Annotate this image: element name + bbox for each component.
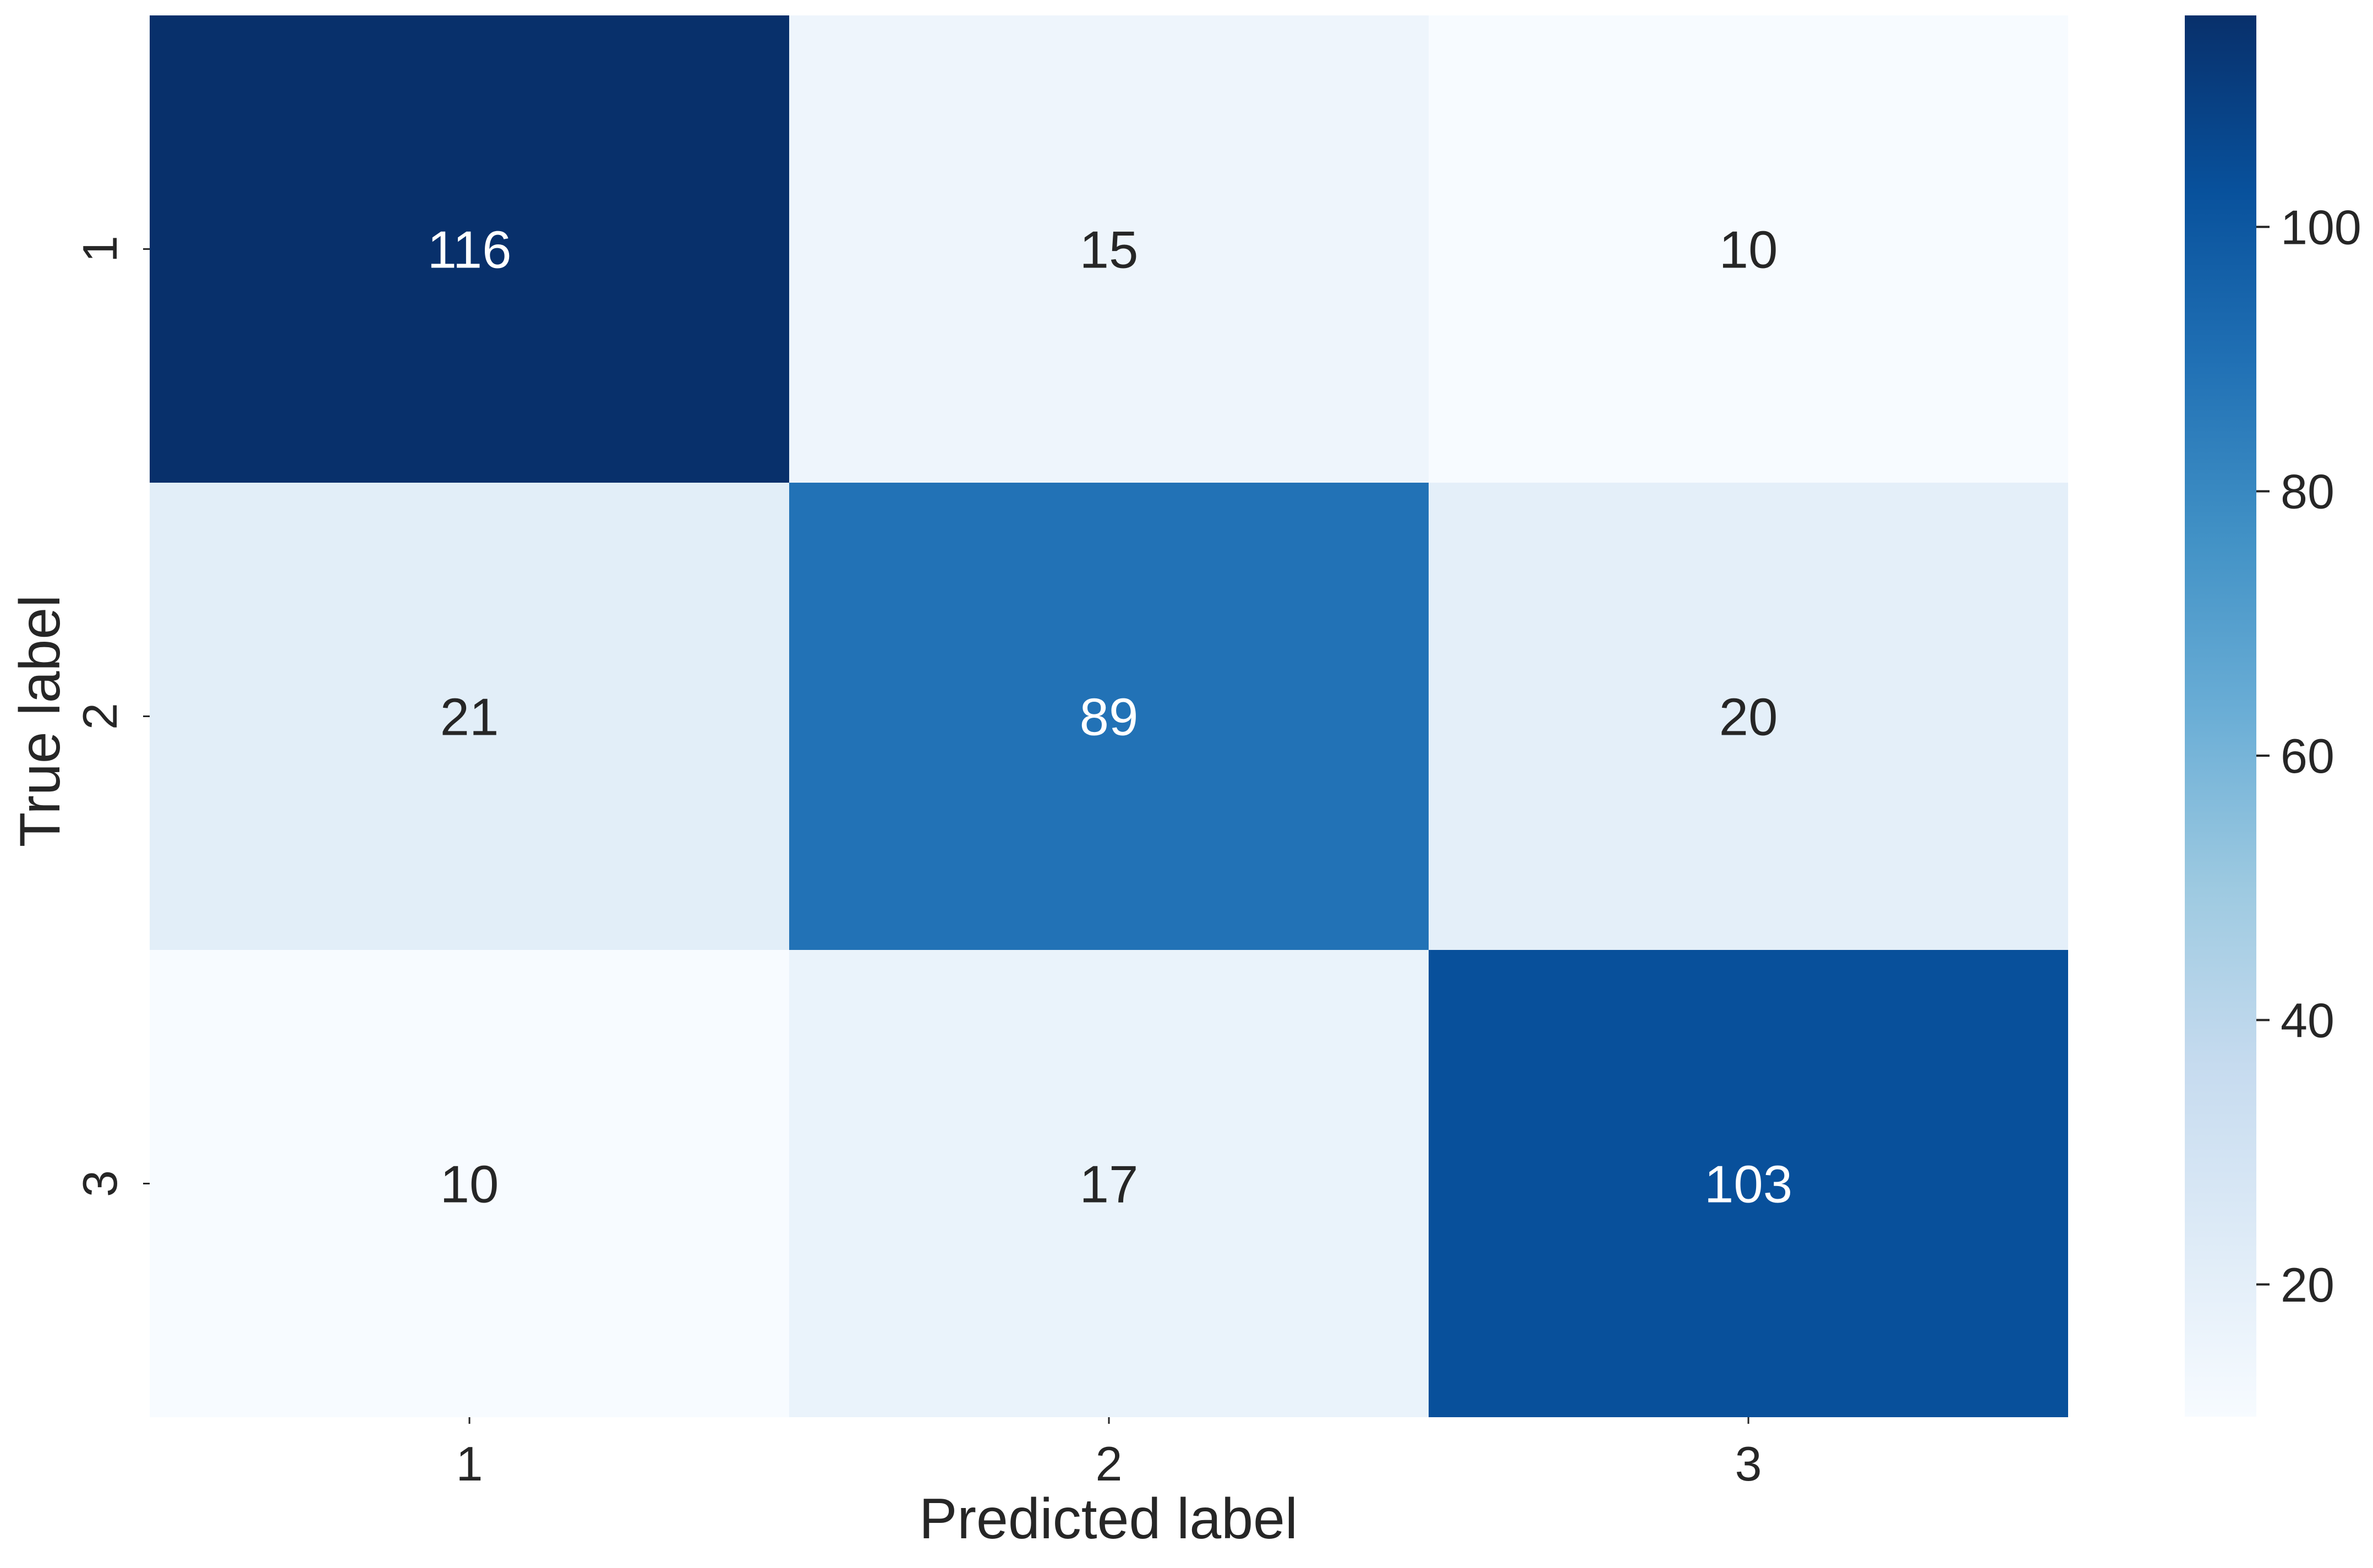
heatmap-cell — [150, 15, 789, 483]
heatmap-cell — [1429, 950, 2068, 1417]
colorbar-gradient — [2185, 15, 2256, 1417]
x-axis-label: Predicted label — [919, 1487, 1298, 1551]
heatmap-grid — [150, 15, 2068, 1417]
x-tick-label: 2 — [1096, 1436, 1123, 1491]
colorbar-tick-label: 100 — [2281, 200, 2361, 254]
colorbar-tick-label: 80 — [2281, 465, 2334, 519]
cell-value-label: 89 — [1080, 688, 1139, 747]
y-axis-label: True label — [8, 595, 72, 848]
colorbar: 20 40 60 80 100 — [2185, 15, 2361, 1417]
cell-value-label: 10 — [1719, 221, 1778, 280]
heatmap-cell — [789, 15, 1429, 483]
colorbar-tick-label: 20 — [2281, 1258, 2334, 1312]
heatmap-cell — [150, 950, 789, 1417]
cell-value-label: 10 — [440, 1155, 499, 1214]
cell-value-label: 21 — [440, 688, 499, 747]
cell-value-label: 17 — [1080, 1155, 1139, 1214]
colorbar-tick-label: 60 — [2281, 729, 2334, 783]
x-tick-label: 1 — [456, 1436, 483, 1491]
heatmap-cell — [789, 483, 1429, 950]
y-tick-label: 2 — [73, 703, 127, 730]
x-axis-ticks: 1 2 3 — [456, 1417, 1762, 1491]
cell-value-label: 103 — [1704, 1155, 1792, 1214]
cell-value-label: 15 — [1080, 221, 1139, 280]
x-tick-label: 3 — [1735, 1436, 1762, 1491]
y-tick-label: 1 — [73, 236, 127, 263]
cell-annotations: 116 15 10 21 89 20 10 17 103 — [427, 221, 1792, 1214]
colorbar-tick-label: 40 — [2281, 993, 2334, 1047]
y-axis-ticks: 1 2 3 — [73, 236, 150, 1197]
heatmap-cell — [1429, 483, 2068, 950]
cell-value-label: 116 — [427, 221, 511, 280]
y-tick-label: 3 — [73, 1170, 127, 1197]
heatmap-cell — [789, 950, 1429, 1417]
colorbar-ticks: 20 40 60 80 100 — [2256, 200, 2361, 1312]
heatmap-cell — [1429, 15, 2068, 483]
cell-value-label: 20 — [1719, 688, 1778, 747]
heatmap-cell — [150, 483, 789, 950]
